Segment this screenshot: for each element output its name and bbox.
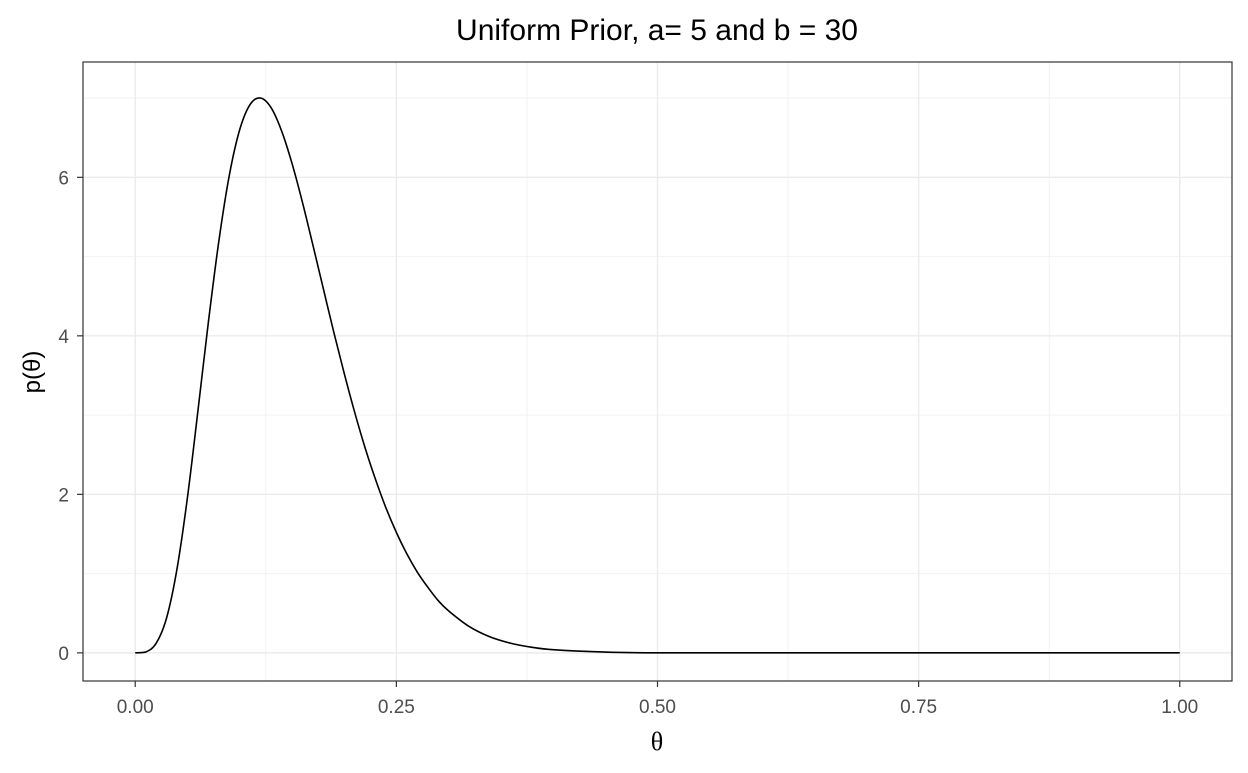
density-curve-line bbox=[135, 97, 1180, 654]
y-axis-title: p(θ) bbox=[19, 351, 46, 394]
x-tick-label: 0.50 bbox=[639, 697, 676, 718]
x-axis-title: θ bbox=[651, 727, 663, 756]
grid-layer bbox=[83, 62, 1232, 681]
y-tick-label: 4 bbox=[58, 327, 69, 348]
y-tick-label: 2 bbox=[58, 485, 69, 506]
x-tick-label: 0.75 bbox=[900, 697, 937, 718]
axis-layer: 0.00 0.25 0.50 0.75 1.00 0 2 4 6 bbox=[58, 168, 1198, 718]
y-tick-label: 0 bbox=[58, 644, 69, 665]
line-layer bbox=[135, 97, 1180, 654]
chart-title: Uniform Prior, a= 5 and b = 30 bbox=[456, 14, 858, 47]
x-tick-label: 0.00 bbox=[117, 697, 154, 718]
x-tick-label: 0.25 bbox=[378, 697, 415, 718]
y-tick-label: 6 bbox=[58, 168, 69, 189]
x-tick-label: 1.00 bbox=[1161, 697, 1198, 718]
